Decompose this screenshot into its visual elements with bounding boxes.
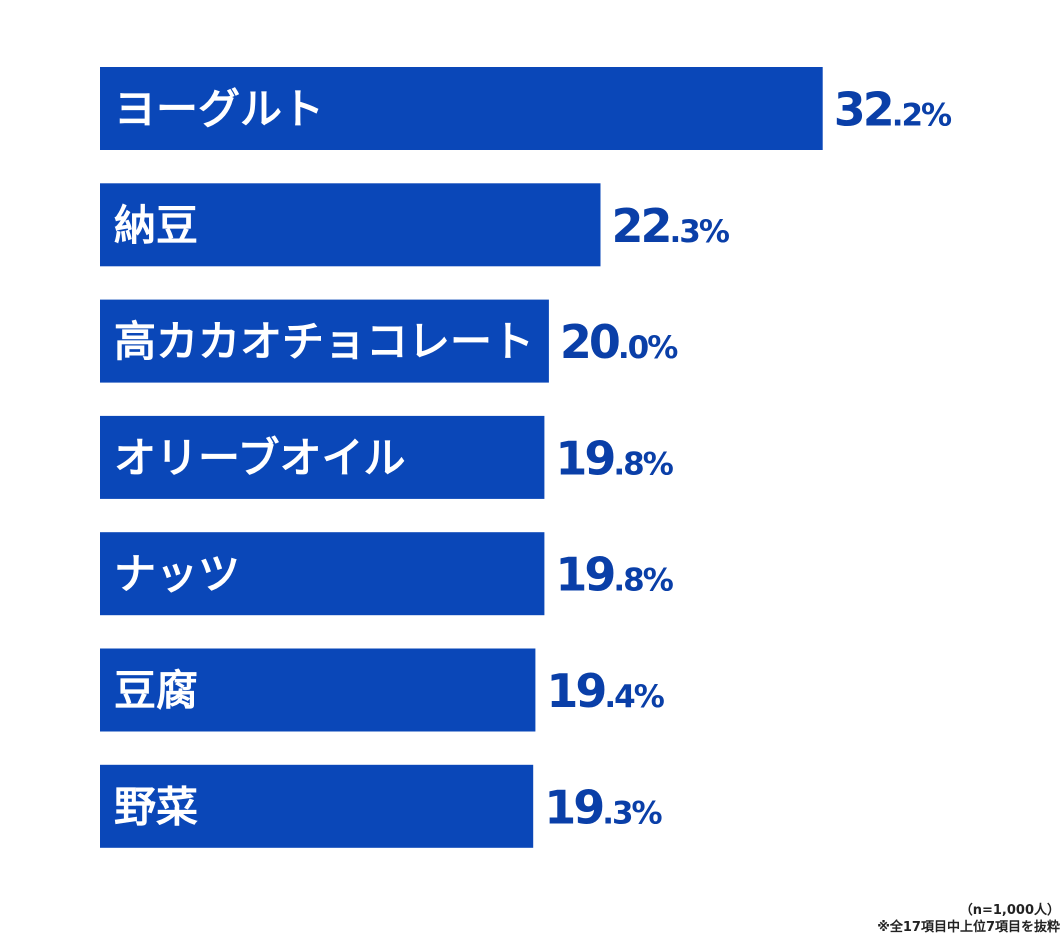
value-label-4: 19.8% <box>555 548 673 602</box>
category-label-1: 納豆 <box>114 201 198 250</box>
bar-1 <box>100 183 601 267</box>
bar-2 <box>100 299 549 383</box>
value-label-1: 22.3% <box>612 199 730 253</box>
category-label-4: ナッツ <box>114 550 240 599</box>
category-label-6: 野菜 <box>114 782 198 831</box>
category-label-3: オリーブオイル <box>114 433 405 482</box>
extract-note: ※全17項目中上位7項目を抜粋 <box>877 920 1060 935</box>
bar-0 <box>100 67 823 150</box>
bar-6 <box>100 764 534 848</box>
value-label-6: 19.3% <box>544 780 662 834</box>
bar-5 <box>100 648 536 732</box>
value-label-5: 19.4% <box>546 664 664 718</box>
bar-3 <box>100 415 545 499</box>
sample-size-note: （n=1,000人） <box>959 903 1060 918</box>
value-label-2: 20.0% <box>560 315 678 369</box>
value-label-3: 19.8% <box>555 431 673 485</box>
category-label-2: 高カカオチョコレート <box>114 317 534 366</box>
category-label-0: ヨーグルト <box>114 85 324 134</box>
value-label-0: 32.2% <box>834 83 952 137</box>
bar-4 <box>100 532 545 616</box>
category-label-5: 豆腐 <box>114 666 198 715</box>
